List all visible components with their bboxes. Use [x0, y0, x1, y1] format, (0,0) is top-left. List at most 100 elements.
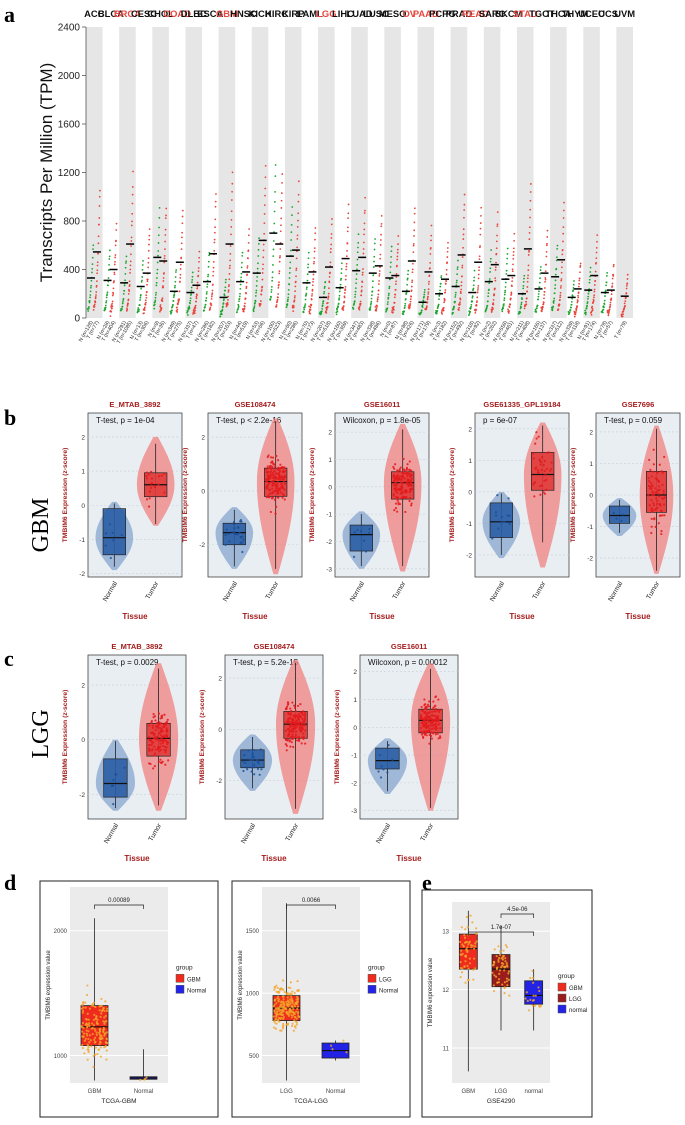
data-point [158, 750, 161, 753]
normal-point [390, 245, 393, 248]
data-point [273, 1003, 276, 1006]
tumor-point [409, 300, 412, 303]
data-point [90, 1027, 93, 1030]
tumor-point [508, 310, 511, 312]
data-point [398, 468, 401, 471]
tumor-point [461, 275, 463, 278]
tumor-point [98, 217, 101, 219]
normal-point [222, 302, 225, 305]
normal-point [139, 296, 142, 299]
normal-point [522, 281, 525, 283]
tumor-point [330, 223, 333, 226]
data-point [474, 942, 477, 945]
normal-point [290, 231, 293, 234]
normal-point [439, 282, 442, 285]
tumor-point [492, 302, 495, 304]
data-point [90, 1045, 93, 1048]
data-point [288, 725, 291, 728]
data-point [160, 730, 163, 734]
data-point [81, 1043, 84, 1047]
normal-point [372, 266, 375, 268]
data-point [303, 717, 307, 720]
tumor-point [230, 233, 232, 236]
data-point [537, 986, 540, 989]
normal-point [536, 304, 539, 307]
data-point [399, 481, 402, 484]
tumor-point [131, 220, 133, 223]
normal-point [122, 301, 124, 303]
band-ACC [86, 27, 103, 318]
normal-point [173, 286, 176, 289]
data-point [432, 700, 435, 703]
normal-point [468, 313, 471, 315]
normal-point [320, 312, 323, 315]
data-point [166, 743, 169, 746]
tumor-point [309, 308, 312, 311]
tumor-point [209, 308, 211, 310]
data-point [102, 1026, 105, 1030]
tumor-point [130, 245, 133, 247]
tumor-point [512, 257, 515, 260]
normal-point [389, 271, 392, 274]
x-axis-label: Tissue [625, 612, 651, 621]
normal-point [356, 264, 359, 266]
legend-label: Normal [187, 988, 206, 994]
tumor-point [212, 270, 215, 273]
data-point [148, 738, 152, 742]
data-point [658, 503, 662, 506]
data-point [156, 746, 160, 749]
data-point [112, 802, 115, 806]
normal-point [270, 288, 273, 291]
data-point [150, 720, 153, 723]
tumor-point [561, 261, 563, 264]
tumor-point [330, 237, 333, 239]
normal-point [89, 296, 91, 299]
normal-point [155, 281, 158, 284]
data-point [405, 481, 409, 484]
normal-point [370, 302, 372, 305]
tumor-point [308, 310, 311, 313]
cancer-label-BLCA: BLCA [98, 8, 124, 19]
data-point [292, 745, 295, 749]
tumor-point [607, 314, 610, 317]
data-point [105, 1037, 108, 1040]
tumor-point [509, 303, 512, 306]
x-axis-label: Tissue [124, 854, 150, 863]
data-point [425, 725, 428, 728]
normal-point [157, 242, 160, 244]
normal-point [307, 251, 310, 254]
data-point [439, 736, 442, 739]
tumor-point [425, 305, 428, 308]
normal-point [105, 300, 108, 302]
data-point [394, 502, 398, 505]
data-point [266, 486, 269, 490]
data-point [233, 532, 236, 535]
normal-point [505, 272, 508, 275]
data-point [393, 487, 397, 490]
data-point [277, 488, 281, 491]
data-point [393, 467, 396, 470]
normal-point [421, 304, 424, 307]
normal-point [471, 296, 474, 299]
tumor-point [93, 305, 96, 308]
data-point [661, 497, 664, 500]
tumor-point [396, 255, 399, 258]
data-point [271, 456, 275, 459]
data-point [160, 722, 163, 725]
data-point [120, 533, 123, 537]
data-point [303, 724, 307, 727]
data-point [275, 454, 278, 458]
data-point [236, 533, 239, 536]
y-tick-label: -1 [79, 537, 85, 544]
band-UVM [616, 27, 633, 318]
data-point [269, 470, 272, 473]
tumor-point [143, 312, 145, 315]
data-point [438, 709, 441, 712]
data-point [653, 517, 656, 520]
normal-point [588, 281, 591, 284]
normal-point [91, 256, 94, 259]
data-point [492, 960, 496, 963]
normal-point [107, 277, 110, 279]
